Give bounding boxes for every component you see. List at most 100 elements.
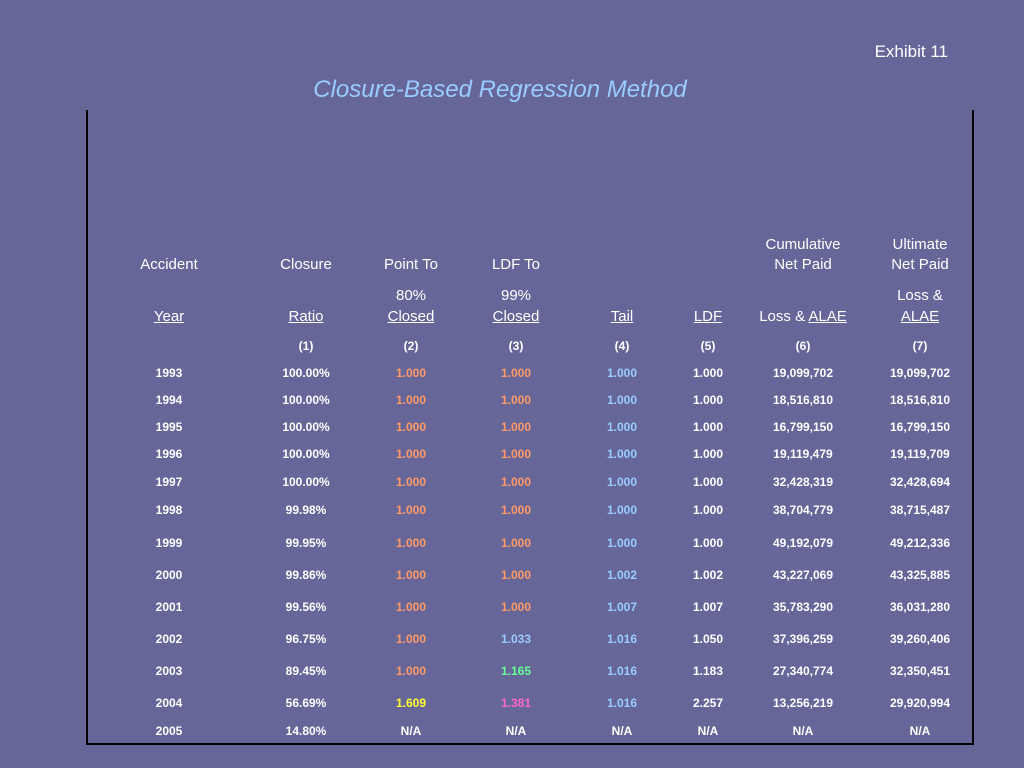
cell-point-to-80: 1.000	[395, 447, 427, 461]
cell-cumulative-paid: 19,099,702	[772, 366, 834, 380]
cell-cumulative-paid: 32,428,319	[772, 475, 834, 489]
cell-ldf: 1.183	[692, 664, 724, 678]
cell-tail: 1.000	[606, 475, 638, 489]
cell-ldf-to-99: 1.000	[500, 568, 532, 582]
subheader-col-7-top: Loss &	[897, 287, 943, 304]
cell-cumulative-paid: N/A	[792, 724, 814, 738]
column-number-5: (5)	[700, 339, 716, 353]
cell-cumulative-paid: 27,340,774	[772, 664, 834, 678]
cell-year: 1997	[155, 475, 183, 489]
header-col-1: Closure	[280, 256, 332, 273]
cell-tail: N/A	[611, 724, 633, 738]
cell-ldf-to-99: 1.000	[500, 475, 532, 489]
cell-year: 2004	[155, 696, 183, 710]
cell-tail: 1.000	[606, 536, 638, 550]
subheader-col-4: Tail	[610, 308, 634, 325]
cell-closure-ratio: 96.75%	[285, 632, 327, 646]
header-col-6-line2: Net Paid	[774, 256, 832, 273]
cell-ldf: 1.000	[692, 475, 724, 489]
cell-cumulative-paid: 38,704,779	[772, 503, 834, 517]
header-col-7-line2: Net Paid	[891, 256, 949, 273]
cell-cumulative-paid: 37,396,259	[772, 632, 834, 646]
cell-ultimate-paid: 32,350,451	[889, 664, 951, 678]
header-col-3: LDF To	[491, 256, 541, 273]
cell-closure-ratio: 14.80%	[285, 724, 327, 738]
subheader-col-3: Closed	[492, 308, 540, 325]
cell-ldf-to-99: 1.381	[500, 696, 532, 710]
cell-closure-ratio: 56.69%	[285, 696, 327, 710]
cell-tail: 1.000	[606, 393, 638, 407]
cell-tail: 1.000	[606, 366, 638, 380]
cell-year: 1995	[155, 420, 183, 434]
cell-ultimate-paid: N/A	[909, 724, 931, 738]
cell-cumulative-paid: 18,516,810	[772, 393, 834, 407]
cell-year: 2002	[155, 632, 183, 646]
cell-closure-ratio: 99.86%	[285, 568, 327, 582]
cell-closure-ratio: 100.00%	[282, 393, 330, 407]
cell-ultimate-paid: 19,119,709	[890, 447, 950, 461]
subheader-col-3-top: 99%	[500, 287, 532, 304]
subheader-col-5: LDF	[693, 308, 723, 325]
cell-year: 2001	[155, 600, 183, 614]
cell-ultimate-paid: 18,516,810	[889, 393, 951, 407]
cell-ultimate-paid: 29,920,994	[889, 696, 951, 710]
cell-cumulative-paid: 13,256,219	[772, 696, 834, 710]
cell-ldf-to-99: 1.000	[500, 420, 532, 434]
cell-ultimate-paid: 36,031,280	[889, 600, 951, 614]
header-col-7-line1: Ultimate	[892, 236, 948, 253]
cell-ldf-to-99: 1.000	[500, 366, 532, 380]
cell-point-to-80: 1.000	[395, 475, 427, 489]
cell-point-to-80: 1.000	[395, 366, 427, 380]
cell-ldf-to-99: 1.000	[500, 600, 532, 614]
cell-tail: 1.000	[606, 420, 638, 434]
cell-point-to-80: 1.000	[395, 600, 427, 614]
column-number-2: (2)	[403, 339, 419, 353]
cell-year: 1993	[155, 366, 183, 380]
subheader-col-2-top: 80%	[395, 287, 427, 304]
cell-point-to-80: 1.000	[395, 664, 427, 678]
header-col-6-line1: Cumulative	[765, 236, 841, 253]
cell-ldf-to-99: 1.000	[500, 393, 532, 407]
cell-ldf: 1.000	[692, 503, 724, 517]
cell-closure-ratio: 100.00%	[282, 366, 330, 380]
cell-ldf-to-99: 1.000	[500, 447, 532, 461]
cell-year: 1998	[155, 503, 183, 517]
cell-ultimate-paid: 16,799,150	[889, 420, 951, 434]
cell-point-to-80: 1.000	[395, 420, 427, 434]
subheader-col-7: ALAE	[900, 308, 940, 325]
cell-year: 1996	[155, 447, 183, 461]
table-right-border	[972, 110, 974, 744]
subheader-col-6-plain: Loss &	[759, 308, 809, 325]
cell-point-to-80: 1.000	[395, 536, 427, 550]
cell-ldf-to-99: 1.165	[500, 664, 532, 678]
cell-ldf: 1.002	[692, 568, 724, 582]
cell-closure-ratio: 99.95%	[285, 536, 327, 550]
cell-ldf: 1.000	[692, 536, 724, 550]
cell-ldf-to-99: N/A	[505, 724, 527, 738]
subheader-col-2: Closed	[387, 308, 435, 325]
cell-ldf: 1.050	[692, 632, 724, 646]
cell-point-to-80: 1.000	[395, 568, 427, 582]
cell-tail: 1.007	[606, 600, 638, 614]
table-left-border	[86, 110, 88, 744]
cell-closure-ratio: 100.00%	[282, 475, 330, 489]
column-number-1: (1)	[298, 339, 314, 353]
cell-year: 2000	[155, 568, 183, 582]
cell-tail: 1.002	[606, 568, 638, 582]
cell-point-to-80: 1.000	[395, 393, 427, 407]
cell-ultimate-paid: 32,428,694	[889, 475, 951, 489]
cell-tail: 1.016	[606, 664, 638, 678]
cell-ultimate-paid: 43,325,885	[889, 568, 951, 582]
cell-ultimate-paid: 19,099,702	[889, 366, 951, 380]
cell-point-to-80: 1.000	[395, 503, 427, 517]
cell-closure-ratio: 99.56%	[285, 600, 327, 614]
cell-closure-ratio: 99.98%	[285, 503, 327, 517]
cell-cumulative-paid: 35,783,290	[772, 600, 834, 614]
cell-ldf-to-99: 1.000	[500, 503, 532, 517]
cell-point-to-80: 1.609	[395, 696, 427, 710]
cell-ultimate-paid: 38,715,487	[889, 503, 951, 517]
column-number-7: (7)	[912, 339, 928, 353]
cell-tail: 1.000	[606, 447, 638, 461]
cell-year: 2005	[155, 724, 183, 738]
subheader-col-0: Year	[153, 308, 185, 325]
